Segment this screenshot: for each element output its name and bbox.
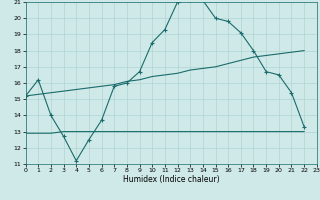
X-axis label: Humidex (Indice chaleur): Humidex (Indice chaleur) (123, 175, 220, 184)
